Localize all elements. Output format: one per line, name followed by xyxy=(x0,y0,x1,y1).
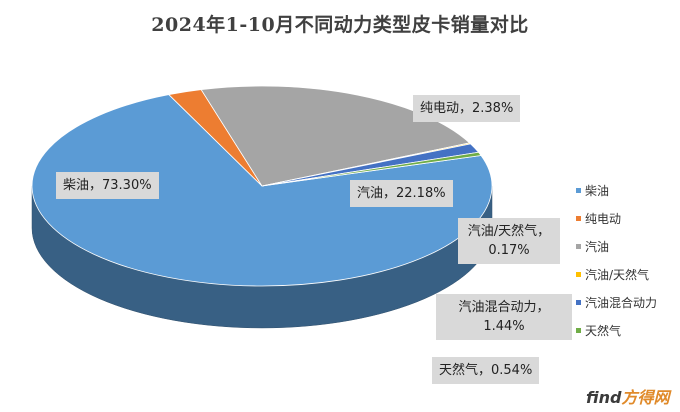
legend-item: 汽油 xyxy=(576,232,657,260)
legend: 柴油 纯电动 汽油 汽油/天然气 汽油混合动力 天然气 xyxy=(576,176,657,344)
data-label-gas-cng: 汽油/天然气，0.17% xyxy=(458,218,560,264)
watermark-brand: find xyxy=(586,388,622,407)
legend-item: 纯电动 xyxy=(576,204,657,232)
legend-label: 汽油 xyxy=(585,239,610,254)
watermark-logo: find方得网 xyxy=(586,384,669,408)
data-label-hybrid: 汽油混合动力，1.44% xyxy=(436,294,572,340)
watermark-accent: 方得网 xyxy=(621,388,670,407)
legend-marker xyxy=(576,243,581,249)
legend-label: 汽油/天然气 xyxy=(585,267,650,282)
legend-marker xyxy=(576,299,581,305)
data-label-diesel: 柴油，73.30% xyxy=(56,172,159,199)
legend-marker xyxy=(576,271,581,277)
legend-item: 天然气 xyxy=(576,316,657,344)
legend-item: 汽油混合动力 xyxy=(576,288,657,316)
pie-slice xyxy=(200,85,471,187)
legend-label: 天然气 xyxy=(585,323,622,338)
data-label-ev: 纯电动，2.38% xyxy=(413,95,521,122)
legend-label: 纯电动 xyxy=(585,211,622,226)
legend-marker xyxy=(576,327,581,333)
legend-label: 柴油 xyxy=(585,183,610,198)
legend-label: 汽油混合动力 xyxy=(585,295,658,310)
data-label-gasoline: 汽油，22.18% xyxy=(350,180,453,207)
legend-item: 汽油/天然气 xyxy=(576,260,657,288)
pie-slice xyxy=(261,151,482,187)
data-label-cng: 天然气，0.54% xyxy=(432,357,540,384)
legend-marker xyxy=(576,187,581,193)
chart-title: 2024年1-10月不同动力类型皮卡销量对比 xyxy=(151,14,529,36)
legend-marker xyxy=(576,215,581,221)
legend-item: 柴油 xyxy=(576,176,657,204)
